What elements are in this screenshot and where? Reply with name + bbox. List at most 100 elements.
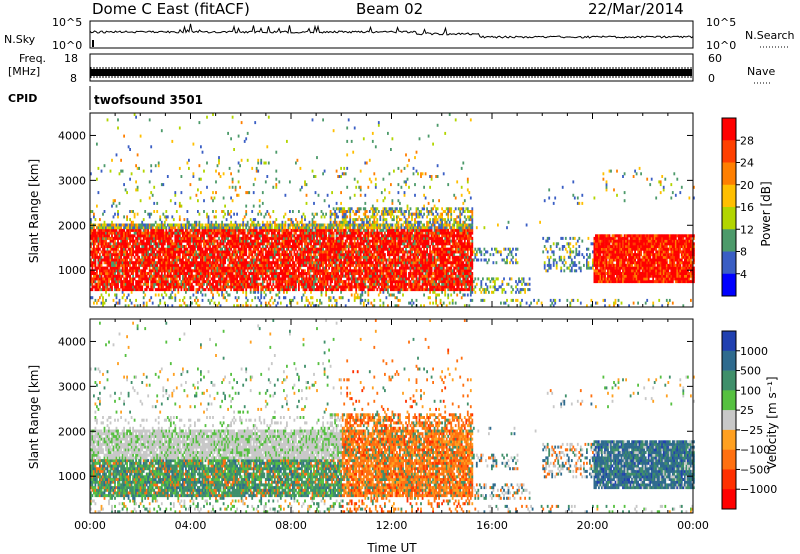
power-cell [96, 234, 98, 238]
power-cell [165, 228, 168, 232]
power-cell [111, 236, 113, 240]
power-cell [169, 293, 172, 297]
power-cell [141, 288, 144, 292]
power-cell [129, 253, 131, 257]
power-cell [335, 212, 338, 216]
power-cell [163, 231, 166, 235]
power-cell [349, 210, 352, 213]
power-cell [269, 215, 272, 219]
power-cell [359, 280, 362, 284]
power-cell [191, 236, 193, 240]
power-cell [94, 242, 97, 246]
power-cell [93, 258, 95, 262]
power-cell [361, 290, 364, 294]
power-cell [145, 261, 148, 265]
power-cell [97, 288, 100, 292]
power-cell [356, 293, 359, 297]
power-cell [183, 226, 186, 230]
power-cell [162, 280, 165, 284]
power-cell [165, 250, 168, 254]
power-cell [183, 234, 186, 238]
power-cell [359, 288, 362, 292]
power-cell [304, 215, 306, 219]
power-cell [154, 253, 157, 257]
power-cell [292, 298, 294, 302]
power-cell [126, 261, 128, 265]
power-cell [213, 277, 216, 281]
power-cell [129, 148, 131, 151]
power-cell [136, 250, 139, 254]
power-cell [340, 277, 342, 281]
power-cell [308, 226, 311, 230]
power-cell [301, 185, 303, 189]
power-cell [191, 239, 193, 243]
power-cell [148, 234, 151, 238]
power-cell [138, 231, 140, 235]
power-cell [136, 239, 139, 243]
power-cell [102, 231, 104, 235]
power-cell [138, 280, 140, 284]
power-cell [234, 231, 237, 235]
power-cell [154, 220, 157, 224]
power-cell [200, 223, 202, 227]
power-cell [189, 236, 192, 240]
power-cell [194, 269, 196, 273]
power-cell [117, 269, 119, 273]
power-cell [301, 250, 303, 254]
power-cell [201, 280, 204, 284]
power-cell [169, 282, 172, 286]
power-cell [188, 234, 190, 238]
nave-tick-bottom: 0 [708, 72, 715, 85]
power-cell [323, 199, 326, 203]
power-cell [129, 274, 131, 278]
power-cell [319, 274, 321, 278]
power-cell [197, 277, 199, 281]
power-cell [258, 277, 261, 281]
power-cell [175, 242, 178, 246]
power-cell [93, 212, 95, 216]
power-cell [114, 261, 116, 265]
power-cell [183, 280, 186, 284]
power-cell [118, 231, 121, 235]
power-cell [320, 228, 323, 232]
power-cell [130, 272, 133, 275]
power-cell [157, 223, 160, 227]
power-cell [106, 277, 109, 281]
power-cell [201, 285, 204, 289]
power-cell [215, 180, 217, 184]
power-cell [329, 218, 332, 222]
power-cell [166, 258, 169, 262]
power-cell [272, 258, 275, 262]
power-cell [105, 285, 107, 289]
power-cell [150, 269, 153, 273]
power-cell [255, 280, 258, 284]
power-cell [174, 258, 177, 262]
power-cell [115, 226, 118, 230]
power-cell [133, 231, 136, 235]
power-cell [162, 231, 165, 235]
power-cell [154, 263, 157, 267]
power-cell [185, 231, 187, 235]
power-cell [240, 245, 243, 248]
power-cell [245, 247, 248, 251]
power-cell [159, 215, 162, 219]
power-cell [157, 258, 160, 262]
power-cell [130, 226, 133, 230]
power-cell [169, 261, 172, 265]
power-cell [115, 266, 118, 270]
power-cell [147, 285, 150, 289]
power-cell [123, 236, 125, 240]
power-cell [106, 242, 109, 246]
power-cell [175, 274, 178, 278]
power-cell [135, 280, 137, 284]
power-cell [320, 250, 323, 254]
power-cell [198, 212, 201, 216]
power-cell [148, 269, 151, 273]
power-cell [172, 242, 175, 246]
power-cell [166, 266, 169, 270]
power-cell [127, 304, 130, 308]
power-cell [97, 258, 100, 262]
power-cell [206, 285, 208, 289]
power-cell [118, 253, 121, 257]
power-cell [228, 263, 231, 267]
